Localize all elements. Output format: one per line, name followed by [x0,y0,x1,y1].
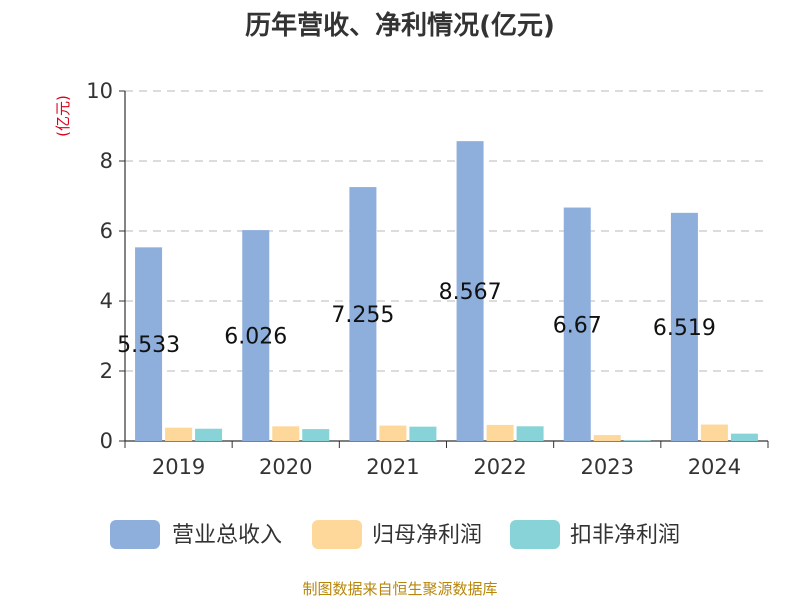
bar-series-1[interactable] [349,187,377,441]
legend-label: 归母净利润 [372,523,482,548]
bar-data-label: 6.026 [224,325,287,350]
bar-data-label: 8.567 [439,280,502,305]
legend-label: 营业总收入 [172,523,282,548]
bar-series-2[interactable] [379,425,407,441]
x-tick-label: 2021 [366,455,419,479]
bar-series-1[interactable] [242,230,270,441]
bar-series-2[interactable] [486,424,514,441]
legend-item[interactable]: 扣非净利润 [510,520,680,549]
legend[interactable]: 营业总收入 归母净利润 扣非净利润 [110,520,680,549]
bar-data-label: 6.519 [653,316,716,341]
y-tick-label: 2 [100,359,113,383]
bars [135,141,758,441]
bar-series-3[interactable] [195,428,223,441]
y-tick-label: 10 [86,79,113,103]
legend-item[interactable]: 归母净利润 [312,520,482,549]
bar-data-label: 5.533 [117,333,180,358]
bar-series-1[interactable] [135,247,163,441]
x-tick-label: 2019 [152,455,205,479]
bar-data-label: 7.255 [331,303,394,328]
bar-series-1[interactable] [563,207,591,441]
gridlines [125,90,768,372]
bar-series-2[interactable] [272,426,300,441]
y-tick-label: 8 [100,149,113,173]
bar-series-2[interactable] [593,435,621,441]
bar-series-3[interactable] [302,429,330,441]
bar-series-3[interactable] [623,440,651,441]
legend-swatch [312,520,362,549]
chart-title: 历年营收、净利情况(亿元) [245,10,555,41]
x-tick-label: 2023 [581,455,634,479]
axes: 0 2 4 6 8 10 2019 2020 2021 2022 2023 2024 [86,79,769,479]
bar-data-label: 6.67 [553,313,602,338]
y-tick-label: 4 [100,289,113,313]
bar-series-3[interactable] [730,433,758,441]
bar-series-3[interactable] [409,426,437,441]
bar-series-1[interactable] [670,212,698,441]
bar-series-2[interactable] [165,427,193,441]
source-note: 制图数据来自恒生聚源数据库 [302,580,497,598]
legend-swatch [110,520,160,549]
legend-label: 扣非净利润 [570,523,680,548]
legend-swatch [510,520,560,549]
x-tick-label: 2020 [259,455,312,479]
legend-item[interactable]: 营业总收入 [110,520,282,549]
y-tick-label: 0 [100,429,113,453]
x-tick-label: 2022 [473,455,526,479]
x-tick-label: 2024 [688,455,741,479]
y-axis-unit: (亿元) [54,95,72,137]
bar-series-1[interactable] [456,141,484,441]
bar-series-3[interactable] [516,426,544,441]
data-labels: 5.533 6.026 7.255 8.567 6.67 6.519 [117,280,716,358]
bar-series-2[interactable] [700,424,728,441]
y-tick-label: 6 [100,219,113,243]
